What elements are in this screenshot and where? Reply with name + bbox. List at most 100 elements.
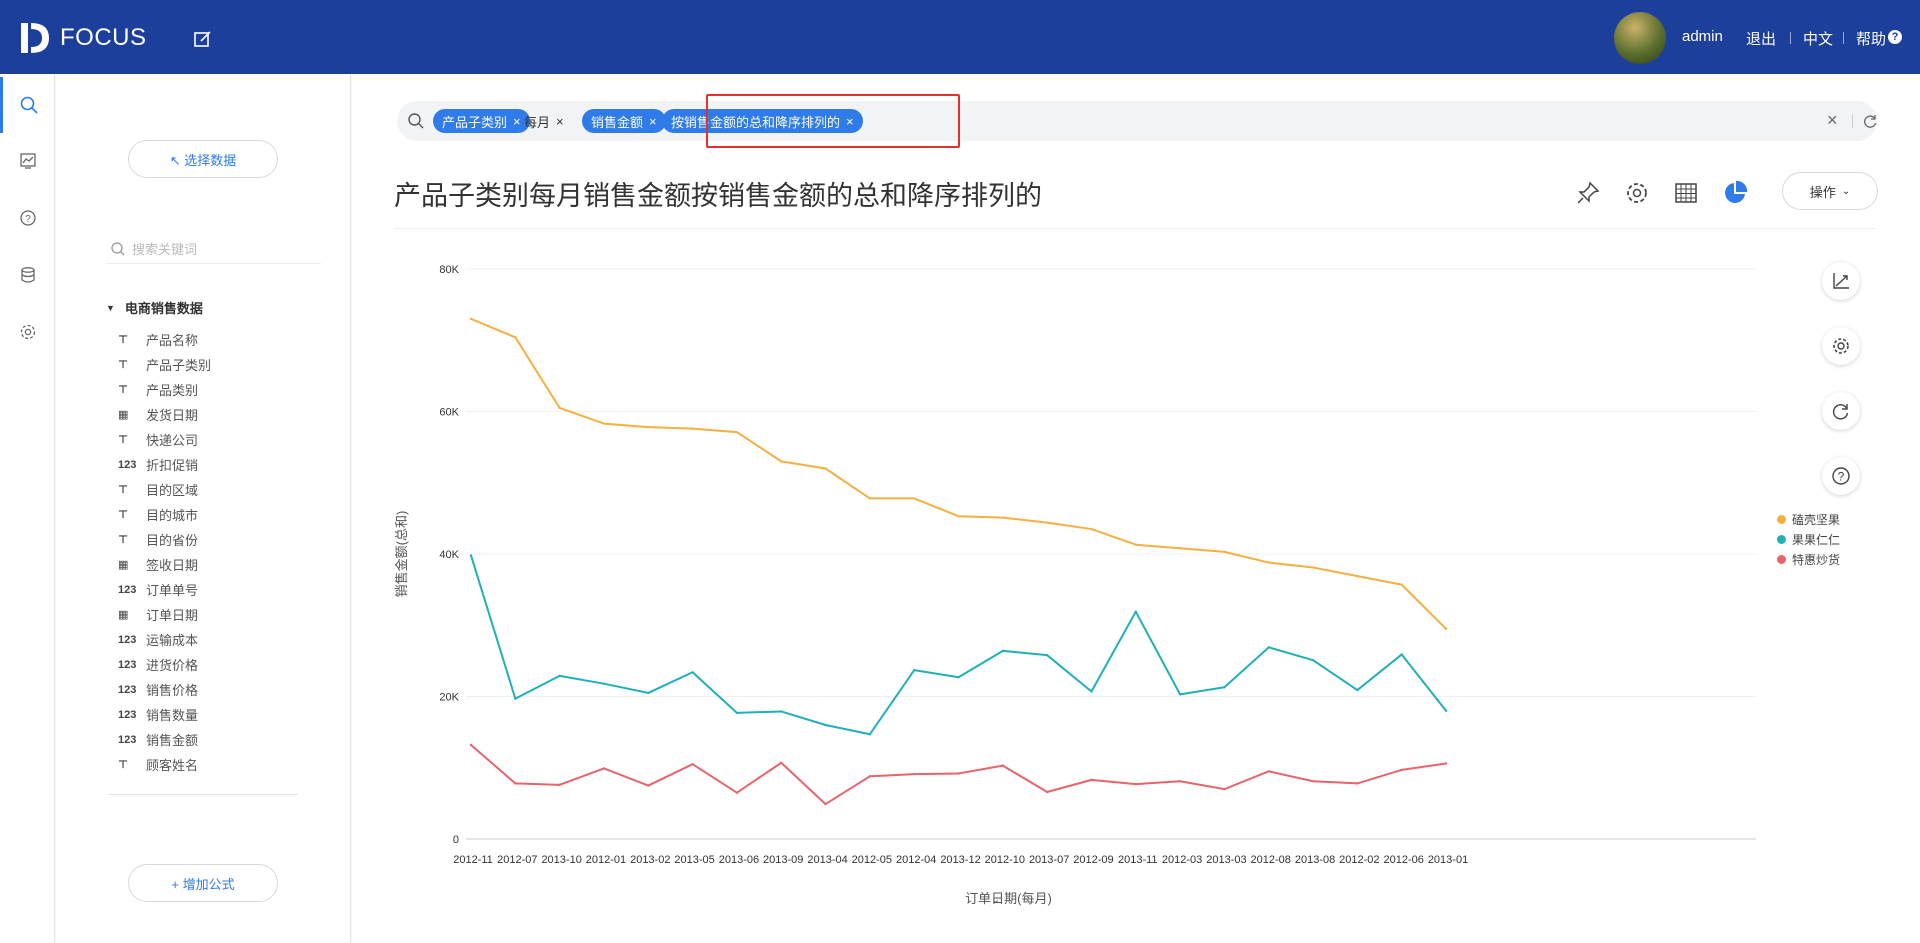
caret-down-icon: ▼	[106, 302, 115, 313]
legend-item[interactable]: 磕壳坚果	[1777, 509, 1840, 529]
clear-icon[interactable]: ×	[1827, 110, 1838, 130]
data-point	[824, 802, 827, 806]
field-item[interactable]: ▦ 签收日期	[118, 552, 211, 577]
chart-board-icon	[19, 153, 36, 169]
x-tick-label: 2013-09	[763, 854, 803, 866]
refresh-icon[interactable]	[1822, 392, 1860, 430]
field-item[interactable]: ⊤ 目的城市	[118, 502, 211, 527]
text-type-icon: ⊤	[118, 434, 129, 446]
table-icon[interactable]	[1671, 178, 1701, 208]
field-item[interactable]: ▦ 发货日期	[118, 402, 211, 427]
field-list: ⊤ 产品名称 ⊤ 产品子类别 ⊤ 产品类别 ▦ 发货日期 ⊤ 快递公司 123 折扣促销 ⊤ 目的区域 ⊤ 目…	[118, 327, 211, 777]
x-tick-label: 2013-01	[1428, 854, 1468, 866]
operation-button[interactable]: 操作 ⌄	[1782, 172, 1878, 210]
y-tick-label: 60K	[439, 407, 459, 419]
refresh-icon[interactable]	[1862, 113, 1878, 129]
help-icon[interactable]: ?	[1888, 30, 1902, 44]
dataset-node[interactable]: ▼ 电商销售数据	[106, 298, 203, 317]
data-point	[735, 430, 739, 434]
x-tick-label: 2013-12	[940, 854, 980, 866]
axis-icon[interactable]	[1822, 262, 1860, 300]
main-area: 产品子类别 × 每月 × 销售金额 × 按销售金额的总和降序排列的 × × 产品子类别每…	[352, 74, 1920, 943]
data-point	[1001, 649, 1005, 653]
data-point	[1356, 688, 1359, 692]
search-tag[interactable]: 每月 ×	[515, 109, 573, 133]
data-point	[780, 710, 783, 713]
data-point	[912, 668, 916, 672]
edit-icon[interactable]	[192, 28, 214, 50]
nav-data[interactable]	[0, 247, 55, 303]
field-item[interactable]: ⊤ 产品类别	[118, 377, 211, 402]
data-point	[1356, 574, 1359, 578]
top-bar: FOCUS admin 退出 中文 帮助 ?	[0, 0, 1920, 74]
gear-icon[interactable]	[1622, 178, 1652, 208]
field-item[interactable]: 123 订单单号	[118, 577, 211, 602]
field-item[interactable]: 123 销售数量	[118, 702, 211, 727]
x-tick-label: 2012-01	[586, 854, 626, 866]
avatar[interactable]	[1614, 12, 1666, 64]
text-type-icon: ⊤	[118, 384, 129, 396]
help-link[interactable]: 帮助	[1856, 31, 1887, 48]
x-tick-label: 2012-09	[1073, 854, 1113, 866]
field-item[interactable]: ▦ 订单日期	[118, 602, 211, 627]
close-icon[interactable]: ×	[649, 113, 657, 129]
field-item[interactable]: ⊤ 目的省份	[118, 527, 211, 552]
close-icon[interactable]: ×	[556, 113, 564, 129]
field-item[interactable]: 123 折扣促销	[118, 452, 211, 477]
field-item[interactable]: 123 进货价格	[118, 652, 211, 677]
logo[interactable]: FOCUS	[18, 18, 147, 58]
field-label: 目的城市	[146, 508, 199, 523]
data-point	[1267, 646, 1270, 649]
field-item[interactable]: ⊤ 目的区域	[118, 477, 211, 502]
number-type-icon: 123	[118, 583, 137, 596]
number-type-icon: 123	[118, 658, 137, 671]
x-tick-label: 2012-08	[1251, 854, 1291, 866]
add-formula-button[interactable]: + 增加公式	[128, 864, 278, 902]
data-point	[691, 762, 694, 766]
keyword-search[interactable]: 搜索关键词	[106, 234, 321, 264]
search-tag[interactable]: 销售金额 ×	[582, 109, 666, 133]
nav-dashboard[interactable]	[0, 133, 55, 189]
nav-settings[interactable]	[0, 304, 55, 360]
data-point	[735, 711, 739, 715]
search-tag[interactable]: 产品子类别 ×	[433, 109, 530, 133]
question-icon[interactable]: ?	[1822, 457, 1860, 495]
legend-item[interactable]: 特惠炒货	[1777, 549, 1840, 569]
data-point	[957, 772, 960, 775]
x-tick-label: 2013-02	[630, 854, 670, 866]
calendar-icon: ▦	[118, 409, 129, 421]
legend-item[interactable]: 果果仁仁	[1777, 529, 1840, 549]
data-point	[558, 783, 561, 787]
close-icon[interactable]: ×	[846, 113, 854, 129]
pin-icon[interactable]	[1573, 178, 1603, 208]
field-item[interactable]: ⊤ 快递公司	[118, 427, 211, 452]
field-item[interactable]: 123 销售价格	[118, 677, 211, 702]
pie-chart-icon[interactable]	[1720, 178, 1750, 208]
nav-search[interactable]	[0, 77, 55, 133]
username[interactable]: admin	[1682, 28, 1723, 45]
data-point	[824, 467, 827, 470]
x-tick-label: 2013-10	[541, 854, 581, 866]
series-line	[470, 317, 1447, 630]
field-item[interactable]: 123 销售金额	[118, 727, 211, 752]
tag-label: 每月	[524, 114, 551, 130]
language-switch[interactable]: 中文	[1803, 31, 1834, 48]
field-label: 销售数量	[146, 708, 199, 723]
field-item[interactable]: ⊤ 产品子类别	[118, 352, 211, 377]
data-point	[647, 784, 650, 787]
search-bar[interactable]: 产品子类别 × 每月 × 销售金额 × 按销售金额的总和降序排列的 × ×	[397, 101, 1877, 141]
data-point	[1045, 521, 1049, 524]
data-point	[1444, 762, 1448, 765]
search-tag[interactable]: 按销售金额的总和降序排列的 ×	[662, 109, 863, 133]
nav-help[interactable]: ?	[0, 190, 55, 246]
logout-link[interactable]: 退出	[1746, 31, 1777, 48]
close-icon[interactable]: ×	[513, 113, 521, 129]
data-point	[1134, 543, 1137, 546]
data-point	[558, 674, 561, 678]
text-type-icon: ⊤	[118, 509, 129, 521]
field-item[interactable]: ⊤ 产品名称	[118, 327, 211, 352]
field-item[interactable]: ⊤ 顾客姓名	[118, 752, 211, 777]
gear-icon[interactable]	[1822, 327, 1860, 365]
field-item[interactable]: 123 运输成本	[118, 627, 211, 652]
select-data-button[interactable]: ↖ 选择数据	[128, 140, 278, 178]
